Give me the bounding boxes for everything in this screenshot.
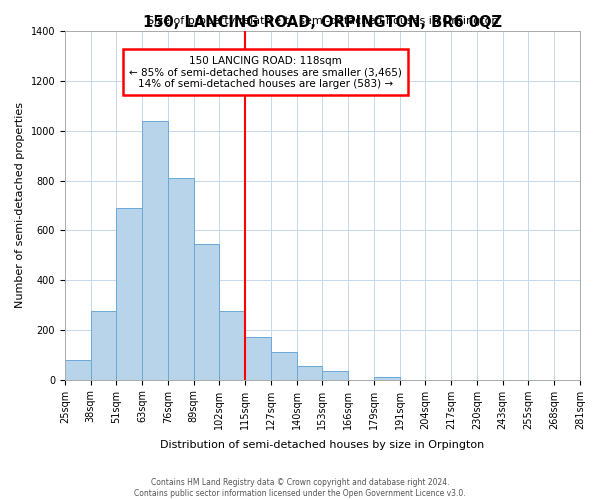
X-axis label: Distribution of semi-detached houses by size in Orpington: Distribution of semi-detached houses by … (160, 440, 485, 450)
Bar (91, 311, 116, 380)
Bar (168, 178, 194, 380)
Text: Size of property relative to semi-detached houses in Orpington: Size of property relative to semi-detach… (147, 16, 498, 26)
Bar (374, 377, 400, 380)
Title: 150, LANCING ROAD, ORPINGTON, BR6 0QZ: 150, LANCING ROAD, ORPINGTON, BR6 0QZ (143, 15, 502, 30)
Bar (65, 360, 91, 380)
Y-axis label: Number of semi-detached properties: Number of semi-detached properties (15, 102, 25, 308)
Bar (296, 366, 322, 380)
Bar (116, 208, 142, 380)
Bar (322, 371, 348, 380)
Bar (271, 352, 296, 380)
Bar (142, 121, 168, 380)
Bar (194, 244, 220, 380)
Bar (220, 311, 245, 380)
Text: Contains HM Land Registry data © Crown copyright and database right 2024.
Contai: Contains HM Land Registry data © Crown c… (134, 478, 466, 498)
Bar (245, 338, 271, 380)
Text: 150 LANCING ROAD: 118sqm
← 85% of semi-detached houses are smaller (3,465)
14% o: 150 LANCING ROAD: 118sqm ← 85% of semi-d… (130, 56, 402, 89)
